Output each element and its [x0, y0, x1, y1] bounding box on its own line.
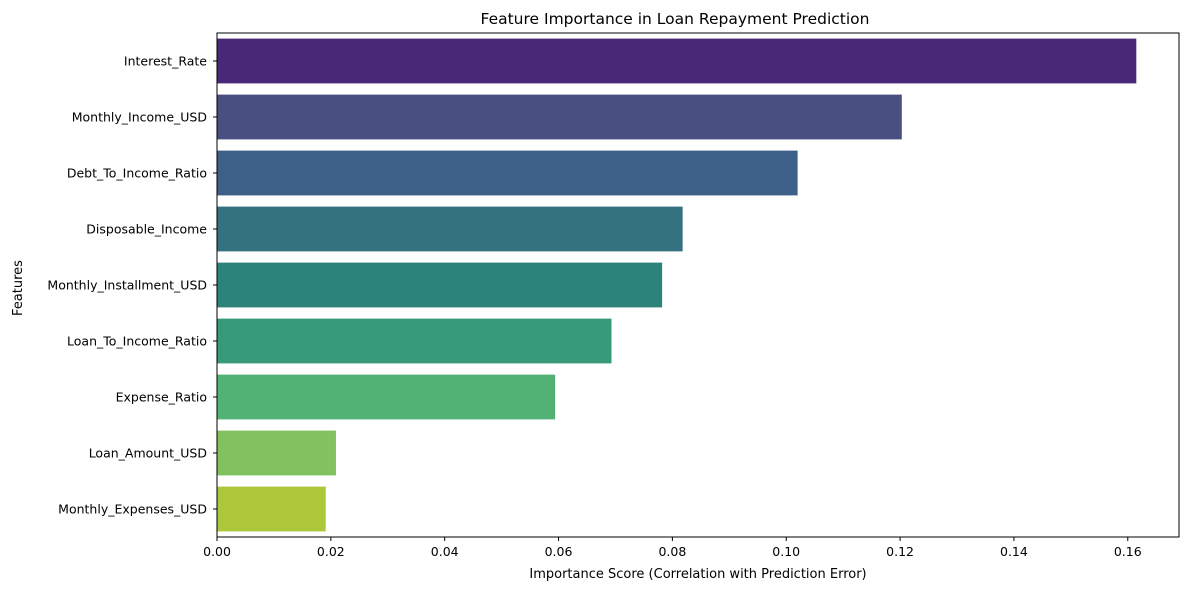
x-tick-label: 0.12 — [886, 544, 914, 559]
x-tick-label: 0.00 — [203, 544, 231, 559]
axes-frame — [216, 32, 1180, 538]
x-tick-label: 0.06 — [545, 544, 573, 559]
bars-group — [217, 38, 1137, 532]
bar-monthly-installment-usd — [217, 262, 663, 308]
y-tick-label: Monthly_Income_USD — [72, 110, 207, 125]
x-ticks-group: 0.00 0.02 0.04 0.06 0.08 0.10 0.12 0.14 0.16 — [203, 537, 1142, 559]
x-tick-label: 0.08 — [658, 544, 686, 559]
x-axis-label: Importance Score (Correlation with Predi… — [529, 567, 866, 582]
x-tick-label: 0.10 — [772, 544, 800, 559]
y-tick-label: Loan_Amount_USD — [89, 446, 207, 461]
bar-interest-rate — [217, 38, 1137, 84]
bar-loan-to-income-ratio — [217, 318, 612, 364]
bar-expense-ratio — [217, 374, 556, 420]
bar-disposable-income — [217, 206, 683, 252]
y-tick-label: Interest_Rate — [124, 54, 207, 69]
y-axis-label: Features — [11, 260, 26, 316]
axes-spines — [216, 32, 1180, 538]
bar-monthly-income-usd — [217, 94, 902, 140]
x-tick-label: 0.02 — [317, 544, 345, 559]
x-tick-label: 0.14 — [1000, 544, 1028, 559]
bar-loan-amount-usd — [217, 430, 336, 476]
y-ticks-group: Interest_Rate Monthly_Income_USD Debt_To_I… — [47, 54, 217, 517]
y-tick-label: Monthly_Expenses_USD — [58, 502, 207, 517]
y-tick-label: Loan_To_Income_Ratio — [67, 334, 207, 349]
y-tick-label: Monthly_Installment_USD — [47, 278, 207, 293]
y-tick-label: Disposable_Income — [86, 222, 207, 237]
bar-monthly-expenses-usd — [217, 486, 326, 532]
chart-title: Feature Importance in Loan Repayment Pre… — [481, 10, 870, 28]
bar-debt-to-income-ratio — [217, 150, 798, 196]
x-tick-label: 0.04 — [431, 544, 459, 559]
y-tick-label: Expense_Ratio — [116, 390, 207, 405]
x-tick-label: 0.16 — [1114, 544, 1142, 559]
y-tick-label: Debt_To_Income_Ratio — [67, 166, 207, 181]
